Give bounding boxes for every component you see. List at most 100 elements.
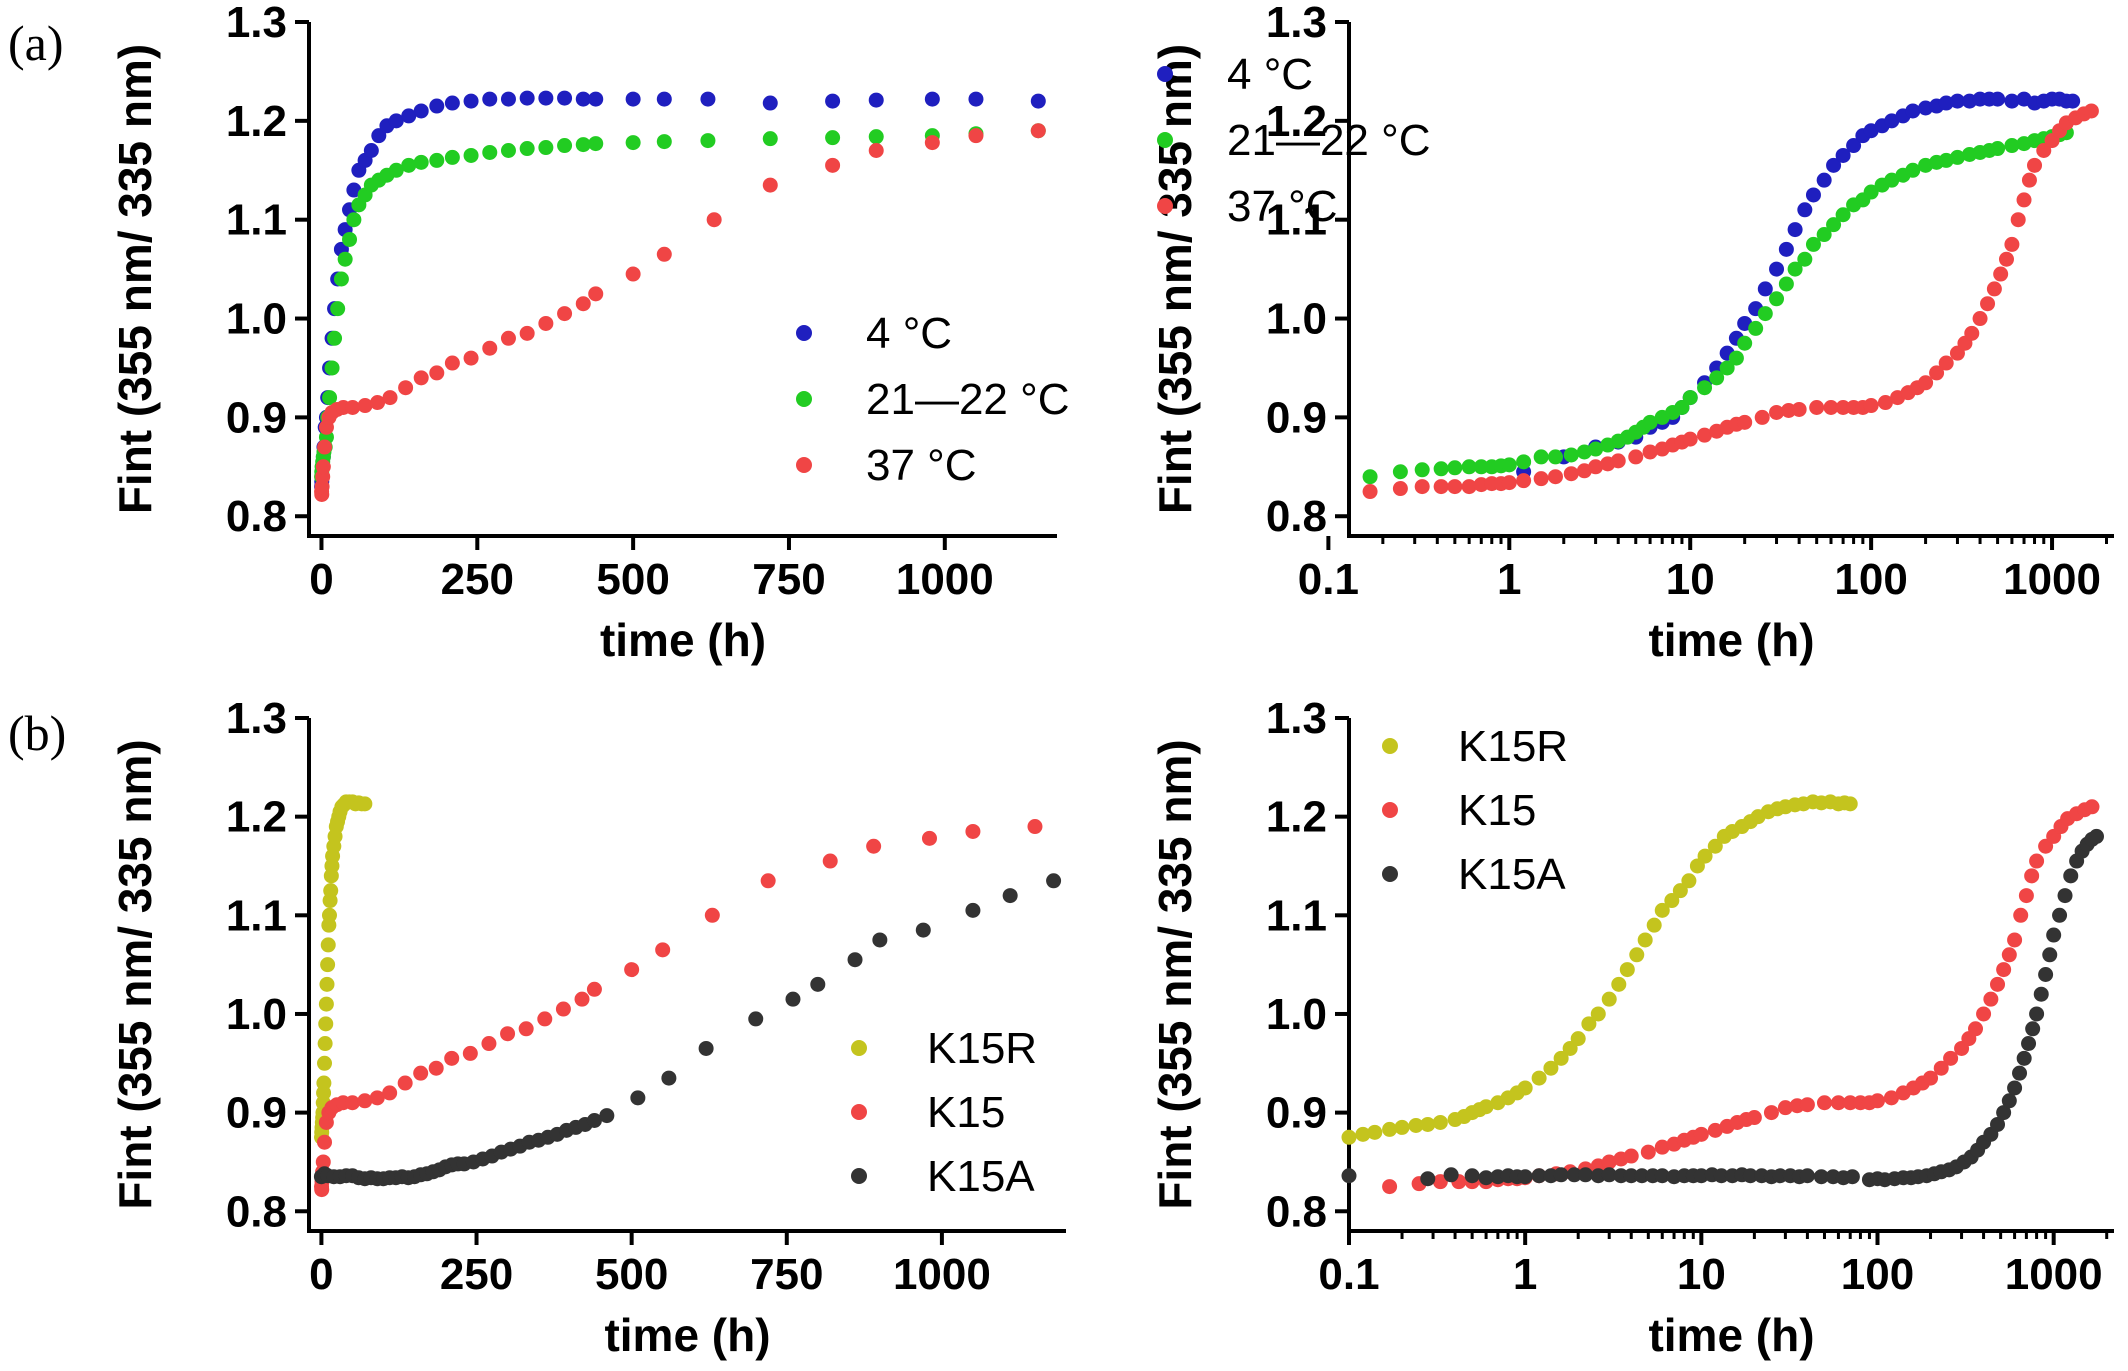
data-point xyxy=(921,830,937,846)
data-point xyxy=(1707,1122,1723,1138)
y-tick-label: 1.0 xyxy=(1266,295,1327,344)
data-point xyxy=(1737,414,1753,430)
data-point xyxy=(1826,157,1842,173)
data-point xyxy=(2036,143,2052,158)
data-point xyxy=(444,95,460,111)
data-point xyxy=(2001,947,2017,963)
data-point xyxy=(330,301,346,317)
data-point xyxy=(1964,325,1980,341)
legend-label: 21—22 °C xyxy=(1227,116,1430,165)
data-point xyxy=(1990,1116,2006,1132)
y-tick-label: 1.0 xyxy=(226,295,287,344)
data-point xyxy=(1682,390,1698,406)
data-point xyxy=(1533,449,1549,465)
data-point xyxy=(1517,1169,1533,1185)
data-point xyxy=(1754,409,1770,425)
y-tick-label: 0.8 xyxy=(1266,1187,1327,1236)
data-point xyxy=(538,140,554,156)
data-point xyxy=(1799,1097,1815,1113)
data-point xyxy=(388,162,404,178)
data-point xyxy=(1707,838,1723,854)
data-point xyxy=(656,134,672,150)
data-point xyxy=(1870,1093,1886,1109)
data-point xyxy=(965,823,981,839)
series-3 xyxy=(1362,103,2099,500)
data-point xyxy=(1757,306,1773,322)
data-point xyxy=(1664,893,1680,909)
data-point xyxy=(1805,236,1821,252)
data-point xyxy=(1516,454,1532,470)
x-tick-label: 1 xyxy=(1513,1250,1537,1299)
data-point xyxy=(1993,266,2009,282)
data-point xyxy=(1408,1117,1424,1133)
x-tick-label: 0 xyxy=(309,1250,333,1299)
data-point xyxy=(500,143,516,158)
data-point xyxy=(2052,907,2068,923)
data-point xyxy=(1501,475,1517,491)
data-point xyxy=(1713,1168,1729,1184)
data-point xyxy=(1382,1179,1398,1195)
data-point xyxy=(369,1090,385,1106)
data-point xyxy=(1884,113,1900,129)
y-tick-label: 1.1 xyxy=(226,196,287,245)
data-point xyxy=(825,157,841,173)
data-point xyxy=(1949,93,1965,109)
y-tick-label: 1.3 xyxy=(1266,694,1327,743)
data-point xyxy=(382,390,398,406)
x-tick-label: 500 xyxy=(595,1250,668,1299)
data-point xyxy=(428,1060,444,1076)
data-point xyxy=(1787,222,1803,238)
data-point xyxy=(444,149,460,165)
data-point xyxy=(575,91,591,107)
data-point xyxy=(1693,1126,1709,1142)
data-point xyxy=(1601,1167,1617,1183)
data-point xyxy=(1590,1006,1606,1022)
data-point xyxy=(1757,281,1773,297)
data-point xyxy=(538,90,554,106)
data-point xyxy=(315,459,331,475)
data-point xyxy=(1637,932,1653,948)
data-point xyxy=(1769,404,1785,420)
y-tick-label: 0.9 xyxy=(1266,393,1327,442)
data-point xyxy=(656,91,672,107)
data-point xyxy=(1547,469,1563,485)
legend-marker xyxy=(851,1040,867,1056)
data-point xyxy=(1517,1080,1533,1096)
data-point xyxy=(1816,1095,1832,1111)
data-point xyxy=(599,1108,615,1124)
y-axis-title: Fint (355 nm/ 335 nm) xyxy=(109,739,161,1209)
data-point xyxy=(810,976,826,992)
data-point xyxy=(586,1113,602,1129)
x-axis-title: time (h) xyxy=(600,614,766,666)
data-point xyxy=(500,91,516,107)
data-point xyxy=(1877,395,1893,411)
data-point xyxy=(357,796,373,812)
x-tick-label: 750 xyxy=(750,1250,823,1299)
data-point xyxy=(868,92,884,108)
data-point xyxy=(1432,1114,1448,1130)
data-point xyxy=(968,91,984,107)
data-point xyxy=(1432,1174,1448,1190)
data-point xyxy=(1805,187,1821,203)
data-point xyxy=(481,1036,497,1052)
data-point xyxy=(1742,1168,1758,1184)
data-point xyxy=(2033,986,2049,1002)
legend-marker xyxy=(851,1168,867,1184)
data-point xyxy=(661,1070,677,1086)
data-point xyxy=(2010,212,2026,228)
data-point xyxy=(1826,217,1842,233)
panel-label-b: (b) xyxy=(8,705,66,761)
data-point xyxy=(1938,152,1954,168)
data-point xyxy=(1816,172,1832,188)
data-point xyxy=(2027,157,2043,173)
data-point xyxy=(1570,1031,1586,1047)
x-tick-label: 0.1 xyxy=(1318,1250,1379,1299)
series-3 xyxy=(1341,828,2104,1188)
data-point xyxy=(1433,461,1449,477)
data-point xyxy=(1737,335,1753,351)
data-point xyxy=(344,1095,360,1111)
data-point xyxy=(1943,1050,1959,1066)
legend-label: 37 °C xyxy=(1227,182,1338,231)
data-point xyxy=(317,1055,333,1071)
